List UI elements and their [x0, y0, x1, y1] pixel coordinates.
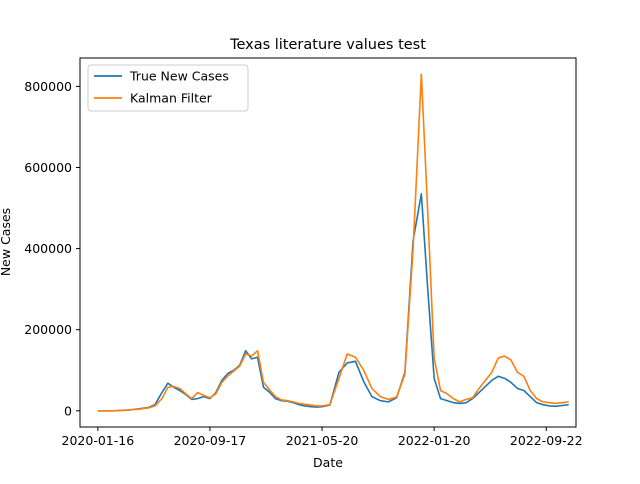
axes-frame: [79, 57, 577, 428]
legend-box: [87, 64, 249, 112]
legend: True New Cases Kalman Filter: [87, 64, 249, 112]
x-tick-label: 2020-09-17: [174, 433, 247, 448]
y-tick-label: 400000: [24, 241, 72, 256]
x-tick-label: 2022-01-20: [398, 433, 471, 448]
chart-title: Texas literature values test: [229, 37, 426, 53]
x-tick-label: 2020-01-16: [62, 433, 135, 448]
series-line-kalman-filter: [97, 73, 569, 412]
legend-label-kalman-filter: Kalman Filter: [130, 91, 213, 106]
y-tick-label: 0: [64, 403, 72, 418]
plot-lines: [97, 73, 569, 412]
x-tick-label: 2021-05-20: [286, 433, 359, 448]
y-axis-label: New Cases: [0, 208, 13, 276]
y-tick-label: 800000: [24, 79, 72, 94]
x-tick-label: 2022-09-22: [510, 433, 583, 448]
y-axis-ticks: 0 200000 400000 600000 800000: [24, 79, 80, 418]
y-tick-label: 200000: [24, 322, 72, 337]
legend-label-true-new-cases: True New Cases: [129, 69, 229, 84]
x-axis-label: Date: [313, 455, 343, 470]
x-axis-ticks: 2020-01-16 2020-09-17 2021-05-20 2022-01-20…: [62, 427, 583, 448]
y-tick-label: 600000: [24, 160, 72, 175]
